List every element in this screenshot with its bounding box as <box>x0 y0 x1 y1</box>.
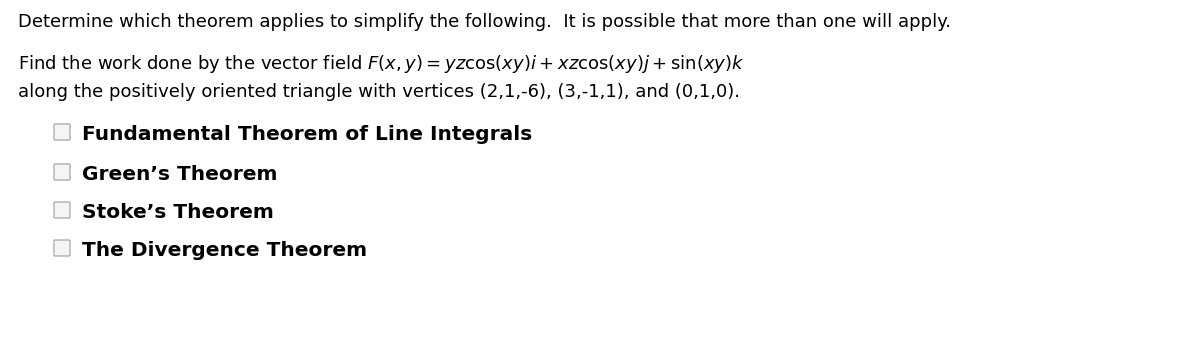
FancyBboxPatch shape <box>54 202 70 218</box>
Text: Stoke’s Theorem: Stoke’s Theorem <box>82 203 274 222</box>
Text: Find the work done by the vector field $F(x, y) = yz\cos(xy)i + xz\cos(xy)j + \s: Find the work done by the vector field $… <box>18 53 744 75</box>
FancyBboxPatch shape <box>54 164 70 180</box>
Text: along the positively oriented triangle with vertices (2,1,-6), (3,-1,1), and (0,: along the positively oriented triangle w… <box>18 83 740 101</box>
FancyBboxPatch shape <box>54 240 70 256</box>
FancyBboxPatch shape <box>54 124 70 140</box>
Text: Determine which theorem applies to simplify the following.  It is possible that : Determine which theorem applies to simpl… <box>18 13 952 31</box>
Text: Fundamental Theorem of Line Integrals: Fundamental Theorem of Line Integrals <box>82 125 533 144</box>
Text: Green’s Theorem: Green’s Theorem <box>82 165 277 184</box>
Text: The Divergence Theorem: The Divergence Theorem <box>82 241 367 260</box>
